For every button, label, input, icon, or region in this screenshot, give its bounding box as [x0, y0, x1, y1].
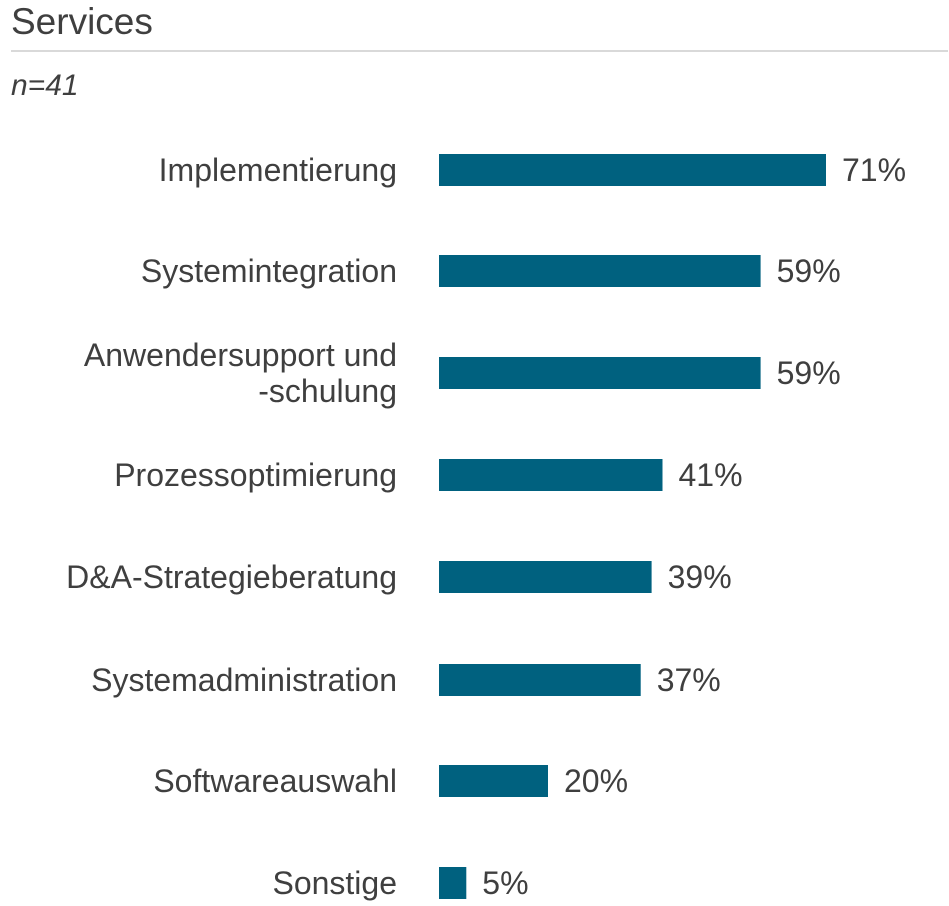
category-label-3: Prozessoptimierung	[114, 457, 397, 493]
category-label-2-line-1: -schulung	[258, 373, 397, 409]
value-label-2: 59%	[777, 355, 841, 391]
value-label-4: 39%	[668, 559, 732, 595]
bar-6	[439, 765, 548, 797]
category-label-6: Softwareauswahl	[153, 763, 397, 799]
category-label-2-line-0: Anwendersupport und	[84, 337, 397, 373]
value-label-3: 41%	[679, 457, 743, 493]
bar-4	[439, 561, 652, 593]
category-label-7: Sonstige	[272, 865, 397, 901]
value-label-6: 20%	[564, 763, 628, 799]
bar-0	[439, 154, 826, 186]
category-label-5: Systemadministration	[91, 662, 397, 698]
bar-7	[439, 867, 467, 899]
value-label-5: 37%	[657, 662, 721, 698]
bar-5	[439, 664, 641, 696]
category-label-1: Systemintegration	[141, 253, 397, 289]
sample-size-label: n=41	[11, 69, 79, 102]
chart-title: Services	[11, 1, 153, 42]
bar-1	[439, 255, 761, 287]
bar-2	[439, 357, 761, 389]
bar-3	[439, 459, 663, 491]
value-label-7: 5%	[482, 865, 528, 901]
value-label-0: 71%	[842, 152, 906, 188]
title-divider	[11, 50, 948, 52]
value-label-1: 59%	[777, 253, 841, 289]
category-label-0: Implementierung	[159, 152, 397, 188]
category-label-4: D&A-Strategieberatung	[66, 559, 397, 595]
